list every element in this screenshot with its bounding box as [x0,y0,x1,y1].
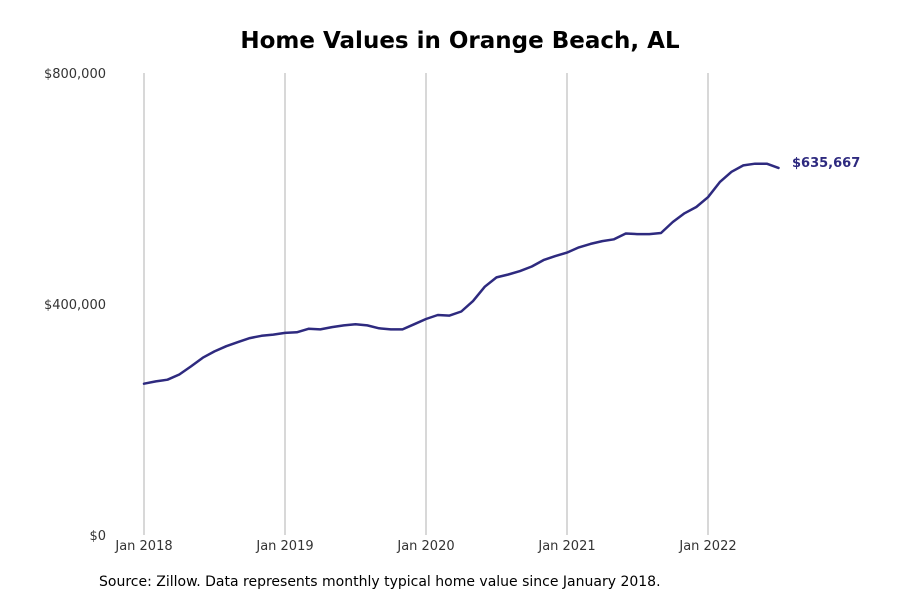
x-axis: Jan 2018 Jan 2019 Jan 2020 Jan 2021 Jan 2022 [114,539,736,554]
grid-lines [143,73,709,535]
y-axis: $0 $400,000 $800,000 [44,67,106,544]
series-layer: $635,667 [142,156,860,385]
source-note: Source: Zillow. Data represents monthly … [99,574,661,590]
chart-title: Home Values in Orange Beach, AL [240,28,680,54]
y-tick-label: $400,000 [44,298,106,313]
x-tick-label: Jan 2020 [396,539,454,554]
x-tick-label: Jan 2021 [537,539,595,554]
end-value-label: $635,667 [792,156,860,171]
series-line [142,162,780,385]
x-tick-label: Jan 2022 [678,539,736,554]
y-tick-label: $0 [89,529,106,544]
x-tick-label: Jan 2018 [114,539,172,554]
x-tick-label: Jan 2019 [255,539,313,554]
y-tick-label: $800,000 [44,67,106,82]
